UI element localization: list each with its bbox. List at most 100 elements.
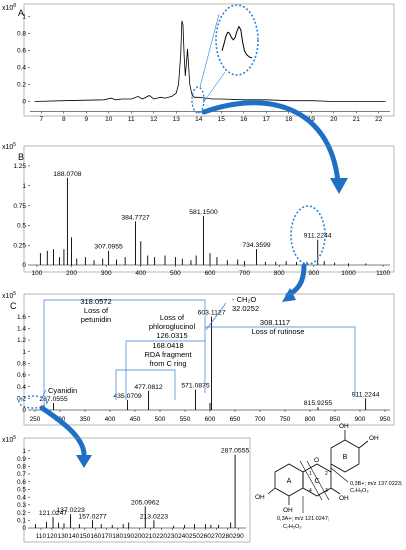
oh-label-b1: OH [369, 435, 379, 442]
x-tick-label: 14 [195, 116, 203, 123]
y-tick-label: 0.6 [17, 372, 26, 379]
chromatogram-trace [34, 20, 386, 102]
x-tick-label: 200 [66, 270, 77, 277]
x-tick-label: 280 [222, 533, 233, 540]
y-tick-label: 1.6 [17, 314, 26, 321]
x-tick-label: 700 [239, 270, 250, 277]
x-tick-label: 19 [308, 116, 316, 123]
ann-318-a: Loss of [84, 306, 109, 315]
x-tick-label: 130 [57, 533, 68, 540]
loss-phloroglucinol-bracket [125, 340, 205, 400]
x-tick-label: 850 [330, 416, 341, 423]
x-tick-label: 20 [330, 116, 338, 123]
zoom-connector-bottom [202, 71, 226, 104]
y-tick-label: 0.8 [17, 31, 26, 38]
fragment-a-formula-1: 0,3A+; m/z 121.0247; [277, 516, 330, 522]
x-tick-label: 120 [46, 533, 57, 540]
y-tick-label: 0.6 [17, 479, 26, 486]
panel-a-axes: 7 8 9 10 11 12 13 14 15 16 17 18 19 20 21 22 0 0.2 0.4 0.6 0… [17, 14, 390, 123]
oh-label-a2: OH [283, 507, 293, 514]
ann-308-b: Loss of rutinose [252, 327, 305, 336]
panel-c-frame [23, 293, 395, 426]
peak-label: 188.0708 [53, 171, 82, 178]
ann-rda-a: RDA fragment [144, 350, 192, 359]
x-tick-label: 220 [156, 533, 167, 540]
y-tick-label: 1.4 [17, 326, 26, 333]
zoom-connector-top [199, 13, 220, 88]
ann-phloro-a: Loss of [160, 313, 185, 322]
y-tick-label: 0.5 [17, 487, 26, 494]
y-tick-label: 1.2 [17, 337, 26, 344]
x-tick-label: 240 [178, 533, 189, 540]
x-tick-label: 800 [274, 270, 285, 277]
panel-c-axes: 250 300 350 400 450 500 550 600 650 700 750 800 850 9… [17, 314, 391, 423]
x-tick-label: 18 [285, 116, 293, 123]
x-tick-label: 350 [80, 416, 91, 423]
x-tick-label: 9 [84, 116, 88, 123]
x-tick-label: 150 [79, 533, 90, 540]
y-tick-label: 0.4 [17, 494, 26, 501]
peak-label: 815.9255 [304, 400, 333, 407]
ring-c-label: C [314, 478, 319, 485]
ch2o-arrow [205, 302, 227, 331]
x-tick-label: 100 [31, 270, 42, 277]
peak-label: 603.1127 [198, 310, 226, 317]
panel-a: x108 A 7 8 9 10 11 12 13 14 15 16 17 18 19 20 21 22 0 0.2… [2, 3, 395, 123]
x-tick-label: 550 [180, 416, 191, 423]
x-tick-label: 21 [353, 116, 361, 123]
x-tick-label: 250 [30, 416, 41, 423]
peak-label: 307.0955 [94, 244, 123, 251]
y-tick-label: 1 [22, 448, 26, 455]
ring-b-label: B [343, 454, 348, 461]
ann-308: 308.1117 [260, 318, 290, 327]
ann-318-b: petunidin [81, 315, 111, 324]
x-tick-label: 160 [90, 533, 101, 540]
panel-c-label: C [10, 301, 17, 311]
x-tick-label: 17 [263, 116, 271, 123]
x-tick-label: 170 [101, 533, 112, 540]
panel-c-spectrum: 287.0555 435.0709 477.0812 571.0875 603.1127… [39, 310, 380, 410]
panel-a-scale: x108 [2, 3, 16, 12]
x-tick-label: 270 [211, 533, 222, 540]
panel-d: x105 110 120 130 140 150 160 170 180 190 200 210 22… [2, 435, 251, 543]
ann-318: 318.0572 [80, 297, 111, 306]
oh-bond-b1 [358, 440, 369, 449]
y-tick-label: 0.8 [17, 361, 26, 368]
cyanidin-highlight-ellipse [18, 395, 48, 409]
y-tick-label: 1.25 [13, 163, 26, 170]
y-tick-label: 0.4 [17, 384, 26, 391]
fragment-b-arrow [330, 467, 349, 483]
y-tick-label: 0 [22, 262, 26, 269]
peak-label: 121.0247 [39, 510, 68, 517]
panel-b-frame [23, 145, 395, 273]
oh-label-c: OH [339, 495, 349, 502]
x-tick-label: 500 [170, 270, 181, 277]
flow-arrow-a-to-b-head [330, 178, 348, 194]
x-tick-label: 15 [218, 116, 226, 123]
y-tick-label: 0.7 [17, 471, 26, 478]
peak-label: 734.3599 [242, 242, 271, 249]
panel-d-scale: x105 [2, 435, 16, 444]
oh-bond-a [267, 487, 276, 495]
flow-arrow-a-to-b [201, 100, 341, 185]
ann-phloro-b: phloroglucinol [149, 322, 196, 331]
y-tick-label: 0.8 [17, 463, 26, 470]
ann-126: 126.0315 [156, 331, 187, 340]
x-tick-label: 400 [135, 270, 146, 277]
y-tick-label: 0 [22, 407, 26, 414]
loss-petunidin-bracket [43, 299, 206, 408]
x-tick-label: 16 [240, 116, 248, 123]
panel-a-label: A [18, 8, 24, 18]
x-tick-label: 10 [105, 116, 113, 123]
peak-label: 911.2244 [352, 391, 380, 398]
o-label: O [314, 457, 319, 464]
x-tick-label: 1000 [341, 270, 356, 277]
x-tick-label: 190 [123, 533, 134, 540]
oh-bond-c [330, 487, 341, 495]
panel-b: x105 B 100 200 300 400 500 600 700 800 900 1000 11… [2, 142, 395, 277]
x-tick-label: 200 [134, 533, 145, 540]
y-tick-label: 0.6 [17, 48, 26, 55]
cyanidin-structure [267, 430, 369, 513]
x-tick-label: 1100 [376, 270, 390, 277]
peak-label: 571.0875 [181, 383, 210, 390]
